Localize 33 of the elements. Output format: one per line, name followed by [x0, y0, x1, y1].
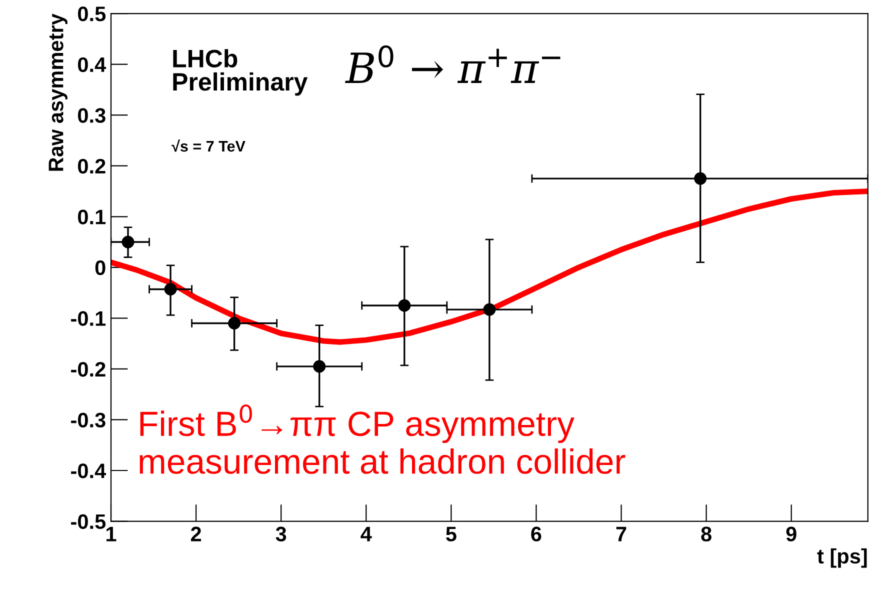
- y-tick-label: -0.3: [71, 412, 106, 428]
- x-tick-label: 4: [360, 526, 372, 542]
- y-tick-label: -0.1: [71, 311, 106, 326]
- point: [228, 317, 241, 330]
- point: [122, 236, 134, 248]
- y-tick-label: 0.4: [78, 57, 106, 72]
- x-tick-label: 1: [106, 526, 116, 542]
- x-tick-label: 9: [786, 526, 796, 542]
- annotation: First B$^{0}$→ππ CP asymmetry measurement at hadron collider: [140, 404, 626, 474]
- y-tick-label: -0.5: [71, 514, 106, 530]
- y-axis-title: Raw asymmetry: [48, 14, 68, 171]
- point: [313, 360, 326, 373]
- x-tick-label: 7: [616, 526, 626, 542]
- x-tick-label: 5: [446, 526, 456, 542]
- y-tick-label: -0.2: [71, 362, 106, 377]
- annotation: √s = 7 TeV: [172, 139, 246, 152]
- point: [164, 282, 177, 296]
- y-tick-label: 0.5: [78, 6, 106, 22]
- x-axis-title: t [ps]: [817, 548, 867, 568]
- y-tick-label: 0: [95, 260, 106, 276]
- x-tick-label: 8: [701, 526, 712, 542]
- annotation: B$^{0}$ → π$^{+}$π$^{−}$: [345, 45, 560, 83]
- y-tick-label: -0.4: [71, 463, 106, 478]
- annotation: LHCb Preliminary: [173, 49, 308, 96]
- y-tick-label: 0.1: [78, 210, 106, 224]
- y-tick-label: 0.2: [78, 158, 106, 174]
- x-tick-label: 6: [531, 526, 542, 542]
- x-tick-label: 3: [276, 526, 286, 542]
- y-tick-label: 0.3: [78, 108, 106, 123]
- point: [694, 172, 707, 185]
- x-tick-label: 2: [190, 526, 201, 542]
- point: [483, 303, 496, 316]
- point: [398, 299, 411, 312]
